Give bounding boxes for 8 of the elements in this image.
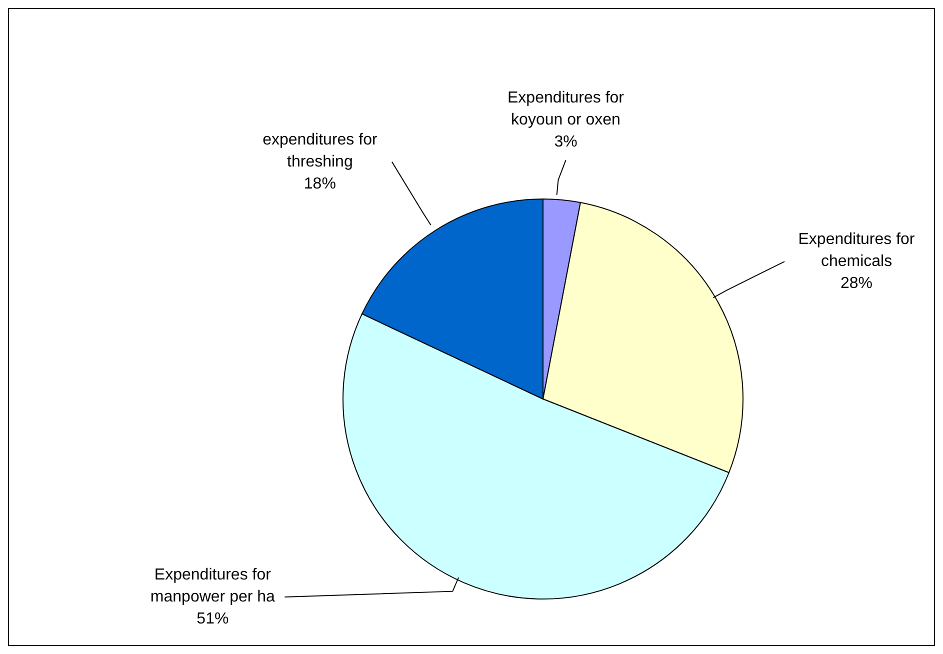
data-label: 51%	[196, 610, 229, 628]
slice-label: Expenditures for manpower per ha	[150, 566, 276, 606]
data-label: 18%	[304, 175, 336, 192]
data-label: 28%	[840, 275, 873, 292]
data-label: 3%	[554, 134, 578, 151]
slice-label: Expenditures for koyoun or oxen	[508, 90, 625, 129]
slice-label: expenditures for threshing	[262, 131, 378, 170]
slice-label: Expenditures for chemicals	[798, 231, 916, 270]
